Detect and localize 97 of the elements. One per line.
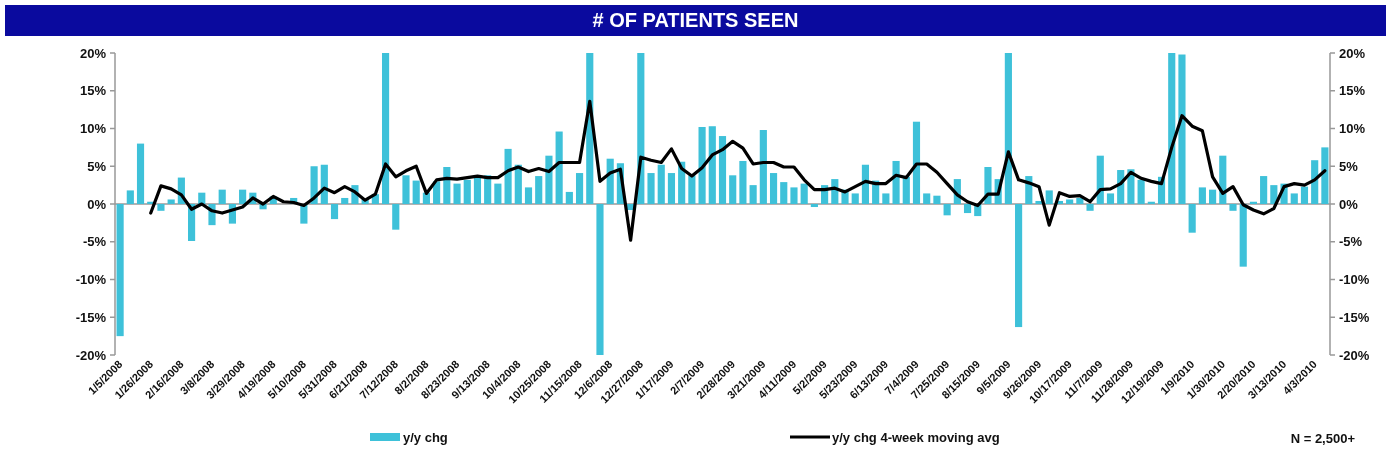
bar (575, 173, 584, 204)
y2-tick-label: -10% (1339, 272, 1370, 288)
bar (708, 126, 716, 204)
bar (1300, 186, 1309, 204)
bar (810, 204, 818, 208)
bar (790, 187, 798, 204)
bar (739, 160, 747, 204)
bar (1209, 189, 1217, 204)
bar (882, 193, 890, 204)
bar (524, 187, 533, 204)
y-tick-label: 20% (79, 45, 107, 61)
bar (596, 204, 604, 355)
y-tick-label: -10% (75, 272, 107, 288)
bar (1229, 204, 1237, 211)
bar (963, 204, 972, 214)
bar (1321, 147, 1329, 204)
bar (759, 130, 767, 204)
bar (116, 204, 124, 337)
y2-tick-label: -5% (1339, 234, 1363, 250)
bar (688, 175, 696, 204)
text: N = 2,500+ (1290, 430, 1356, 446)
bar (473, 176, 482, 204)
bar (218, 189, 226, 204)
y2-tick-label: 20% (1339, 45, 1366, 61)
bar (565, 191, 573, 204)
bar (769, 173, 778, 204)
bar (1004, 53, 1012, 204)
y2-tick-label: 5% (1339, 158, 1359, 174)
bar (800, 183, 808, 204)
bar (718, 136, 727, 204)
y-tick-label: 10% (79, 121, 107, 137)
y-tick-label: 15% (79, 83, 107, 99)
line-series (149, 99, 1327, 242)
y-tick-label: -5% (82, 234, 107, 250)
bar (1168, 53, 1176, 204)
bar (657, 164, 665, 204)
bar (1311, 160, 1319, 204)
legend-label: y/y chg 4-week moving avg (832, 429, 1000, 445)
bar (381, 53, 390, 204)
bar (912, 121, 921, 204)
bar (555, 131, 563, 204)
bar (851, 193, 859, 204)
bar (984, 167, 992, 204)
bar (1045, 190, 1053, 204)
y-tick-label: -20% (75, 347, 107, 363)
bar (463, 179, 471, 204)
bar (126, 190, 134, 204)
y2-tick-label: -15% (1339, 309, 1370, 325)
bar (167, 199, 175, 204)
bar (698, 126, 706, 204)
bar (1188, 204, 1196, 233)
bar (535, 176, 543, 204)
bar (136, 143, 145, 204)
bar (647, 173, 655, 204)
bar (239, 189, 247, 204)
bar (923, 193, 931, 204)
bar (402, 175, 410, 204)
chart-title: # OF PATIENTS SEEN (592, 9, 799, 31)
y2-tick-label: -20% (1339, 347, 1370, 363)
bar (943, 204, 951, 216)
bar (1076, 197, 1084, 204)
bar (1086, 204, 1094, 211)
bar (902, 176, 910, 204)
bar (1270, 185, 1278, 204)
bar (1137, 179, 1145, 204)
y-tick-label: -15% (75, 309, 107, 325)
bar (545, 155, 553, 204)
bar (1066, 199, 1074, 204)
bar (1198, 187, 1206, 204)
bar (330, 204, 339, 220)
bar (412, 180, 420, 204)
bar (341, 197, 349, 204)
bar (1015, 204, 1023, 328)
bar (1260, 176, 1268, 204)
bar (749, 185, 757, 204)
bar (443, 167, 451, 204)
bar (780, 182, 788, 204)
bar (157, 204, 165, 211)
bar (1239, 204, 1247, 267)
bar (392, 204, 400, 230)
y2-tick-label: 15% (1339, 83, 1366, 99)
bar (667, 173, 676, 204)
bar (453, 183, 461, 204)
y2-tick-label: 10% (1339, 121, 1366, 137)
bar (494, 183, 502, 204)
bar (729, 175, 737, 204)
y2-tick-label: 0% (1339, 196, 1359, 212)
bar (433, 181, 441, 204)
y-tick-label: 5% (87, 158, 107, 174)
y-tick-label: 0% (87, 196, 107, 212)
legend-label: y/y chg (403, 429, 448, 445)
bar (1178, 54, 1186, 204)
bar (892, 160, 900, 204)
bar (933, 195, 941, 204)
bar (1290, 193, 1298, 204)
bar (504, 148, 512, 204)
bar (1106, 193, 1115, 204)
